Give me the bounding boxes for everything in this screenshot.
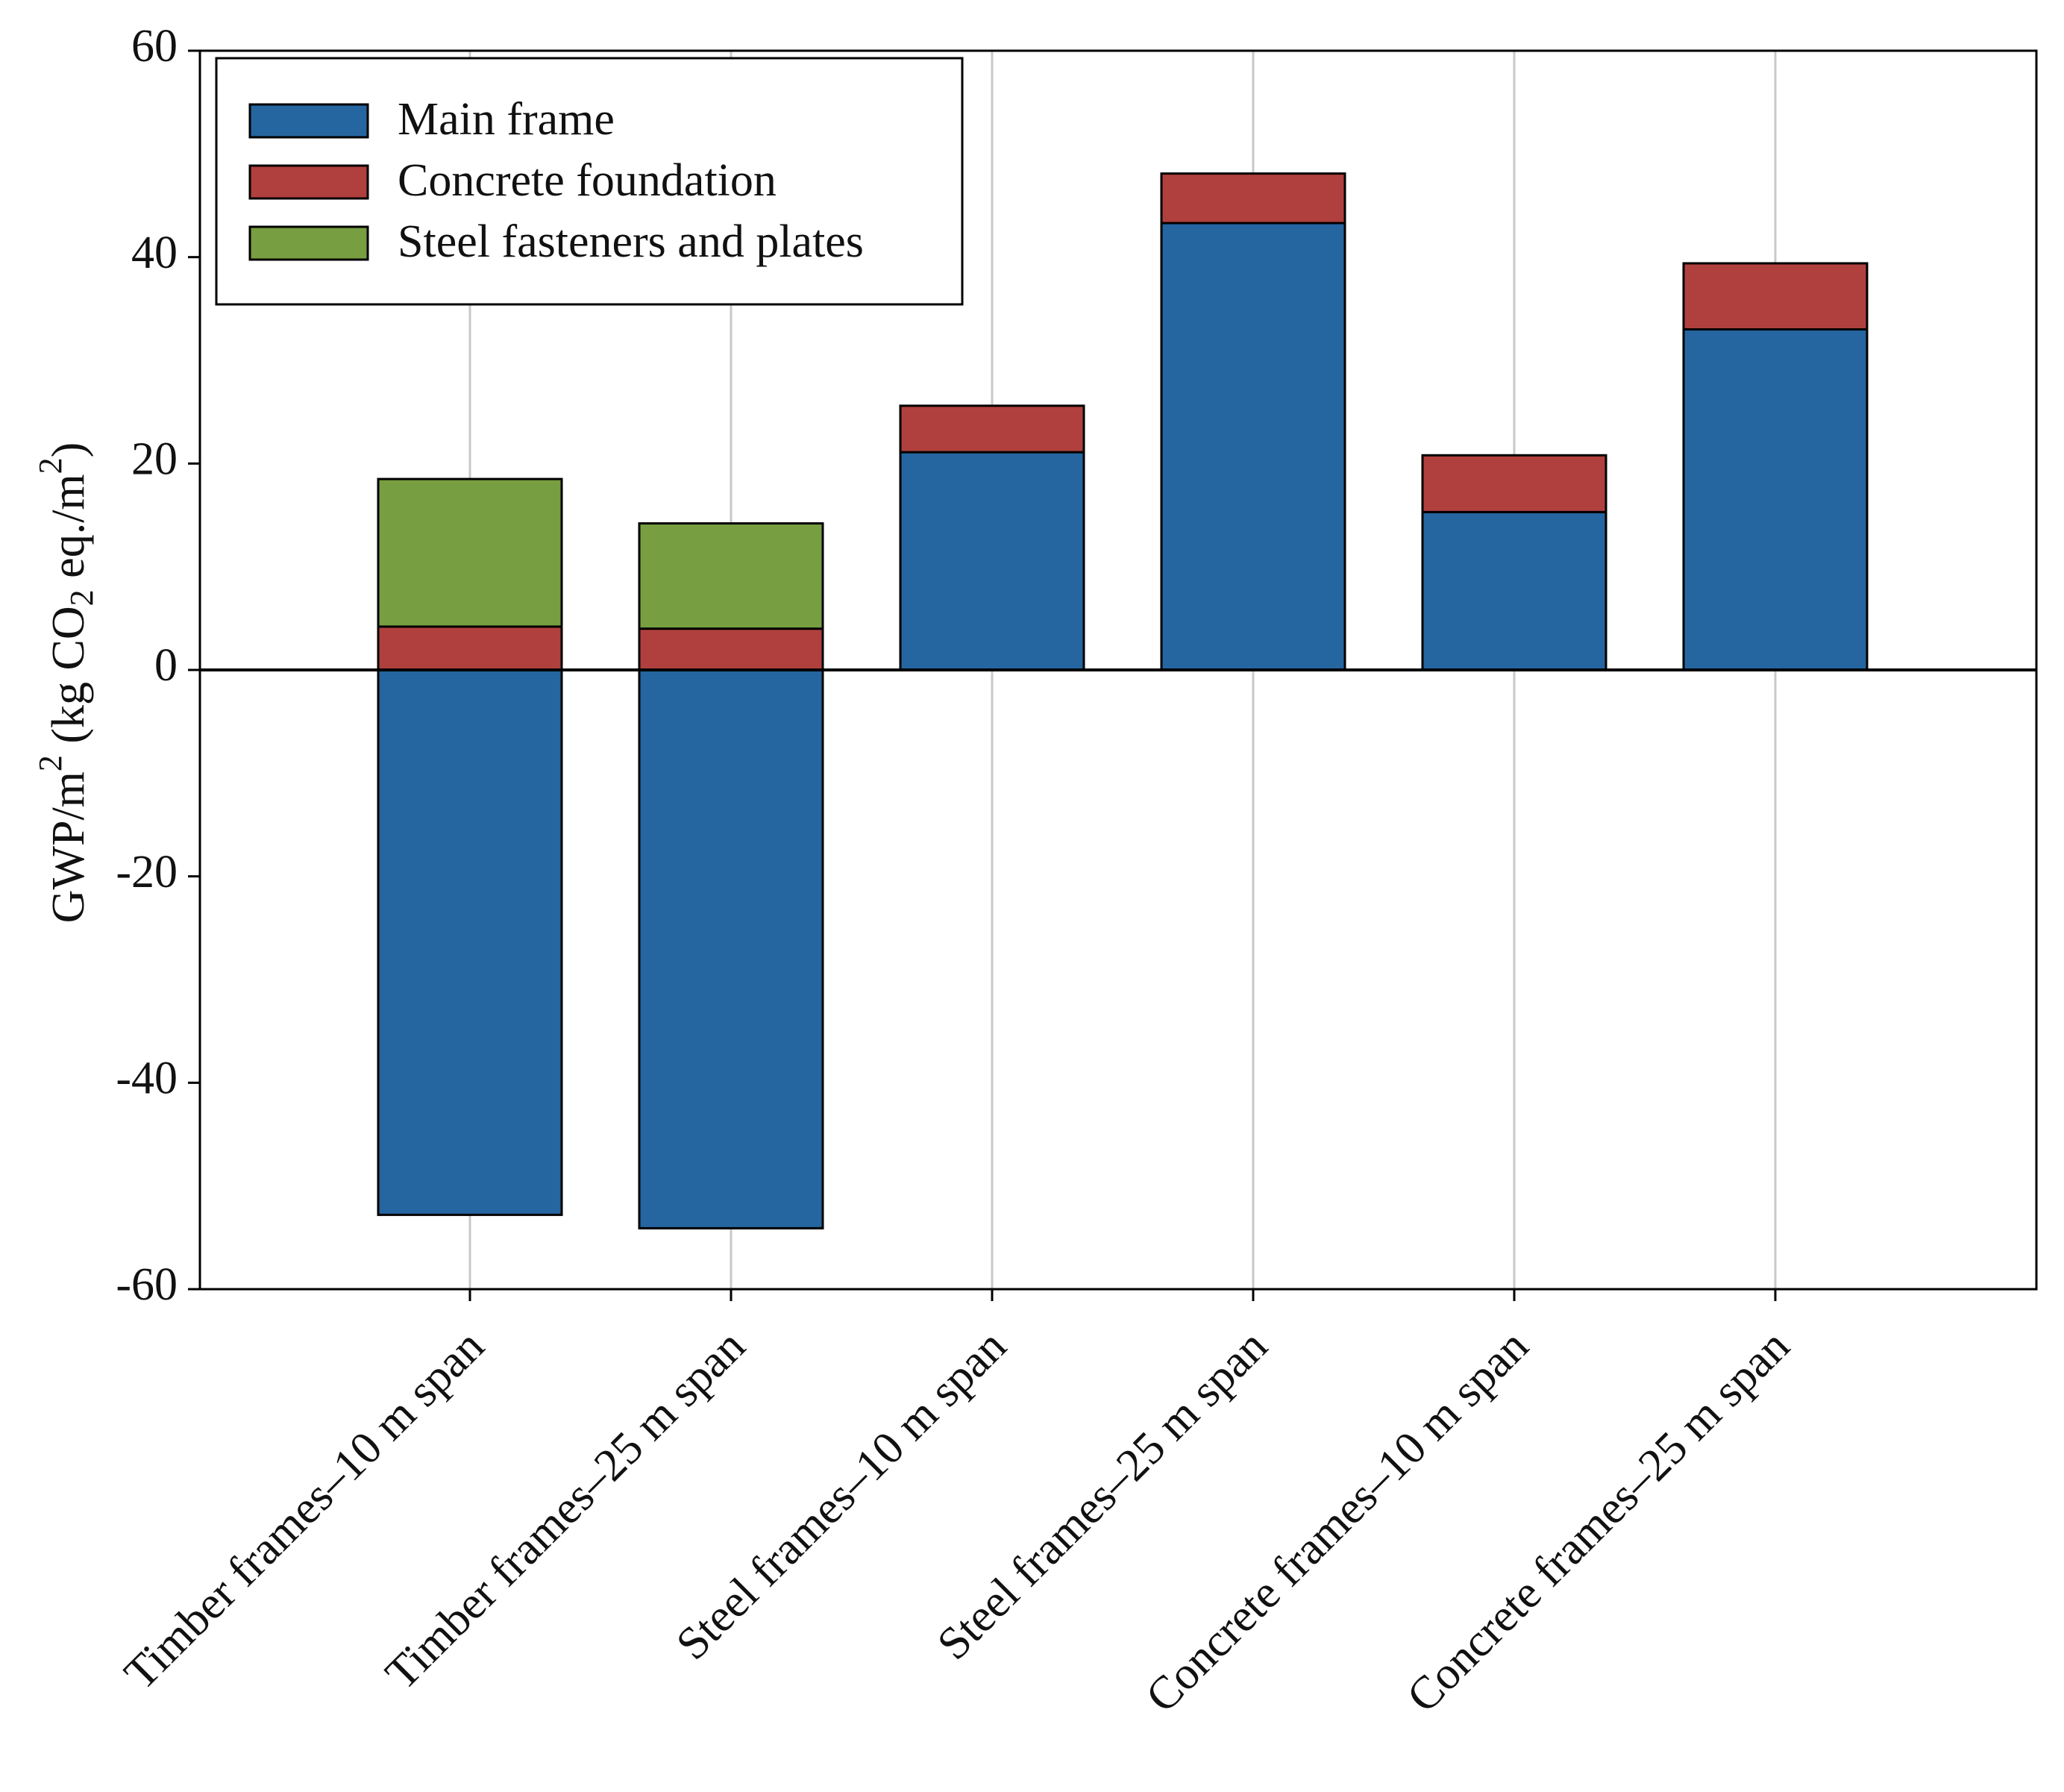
bar-segment — [899, 404, 1085, 454]
bar-segment — [377, 625, 563, 671]
y-axis-ticks: -60 -40 -20 0 20 40 60 — [116, 21, 200, 1310]
y-tick-label: 60 — [131, 21, 178, 72]
bar-segment — [1421, 510, 1607, 671]
bars — [377, 172, 1869, 1229]
bar-segment — [377, 477, 563, 628]
bar-segment — [638, 668, 824, 1229]
legend-swatch — [248, 103, 369, 139]
y-tick-label: -20 — [116, 847, 178, 897]
legend-swatch — [248, 225, 369, 261]
y-tick-label: 0 — [154, 640, 178, 691]
bar-segment — [1160, 222, 1346, 671]
y-tick-label: -40 — [116, 1053, 178, 1104]
bar-segment — [638, 627, 824, 671]
legend-label: Steel fasteners and plates — [398, 216, 864, 267]
y-axis-title: GWP/m2 (kg CO2 eq./m2) — [32, 442, 100, 924]
bar-segment — [638, 522, 824, 630]
legend: Main frame Concrete foundation Steel faste… — [215, 57, 964, 306]
bar-segment — [1421, 454, 1607, 513]
bar-segment — [377, 668, 563, 1216]
bar-segment — [1682, 328, 1869, 671]
y-tick-label: 20 — [131, 434, 178, 485]
y-tick-label: 40 — [131, 228, 178, 278]
legend-label: Main frame — [398, 94, 615, 145]
bar-segment — [899, 451, 1085, 671]
legend-label: Concrete foundation — [398, 155, 777, 206]
legend-swatch — [248, 164, 369, 200]
bar-segment — [1682, 262, 1869, 331]
y-tick-label: -60 — [116, 1259, 178, 1310]
bar-segment — [1160, 172, 1346, 225]
